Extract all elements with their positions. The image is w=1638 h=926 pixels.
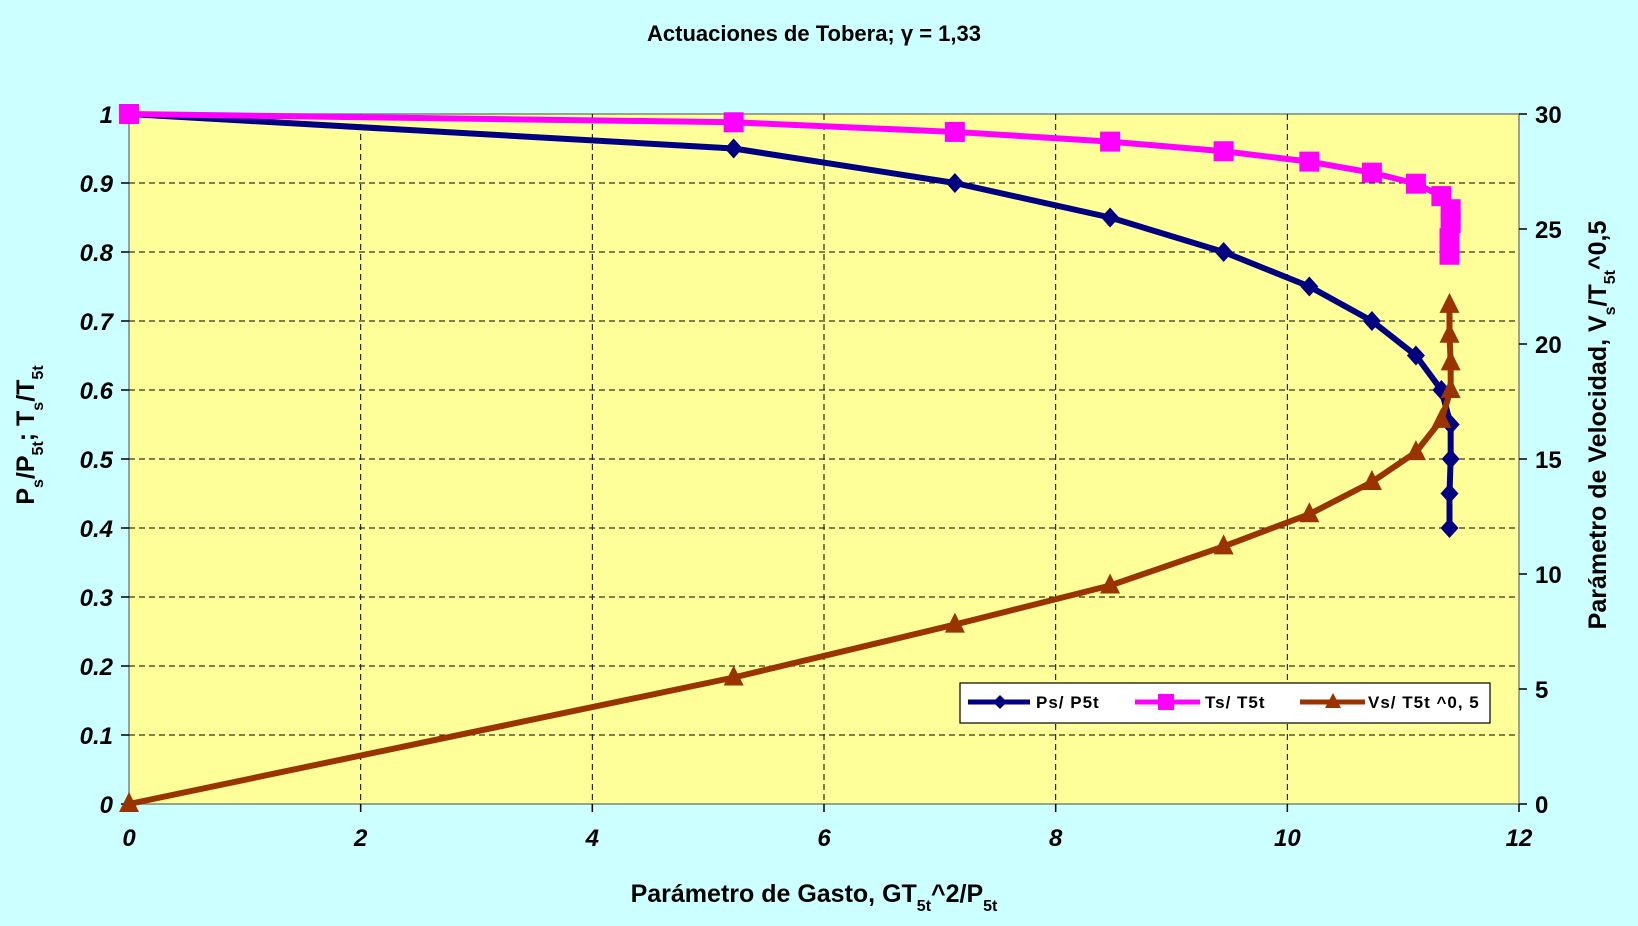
y-axis-label: Ps/P5t; Ts/T5t: [12, 365, 47, 505]
y2-tick-label: 10: [1535, 562, 1562, 589]
data-point-triangle: [1431, 407, 1452, 428]
data-point-triangle: [723, 665, 744, 686]
x-tick-label: 0: [122, 825, 136, 852]
legend: Ps/ P5t Ts/ T5t Vs/ T5t ^0, 5: [959, 682, 1491, 724]
data-point-square: [1439, 244, 1460, 265]
data-point-diamond: [1214, 242, 1233, 262]
x-tick-label: 4: [585, 825, 599, 852]
data-point-diamond: [1441, 449, 1460, 469]
data-point-diamond: [1440, 483, 1459, 504]
y-tick-label: 1: [100, 102, 113, 129]
y2-tick-label: 5: [1535, 677, 1548, 704]
y-tick-label: 0: [100, 792, 114, 819]
data-point-diamond: [1406, 345, 1425, 366]
x-tick-label: 2: [353, 825, 368, 852]
y2-tick-label: 30: [1535, 102, 1562, 129]
data-point-diamond: [945, 173, 964, 193]
legend-label: Vs/ T5t ^0, 5: [1368, 693, 1480, 712]
y-tick-label: 0.2: [80, 654, 114, 681]
y2-tick-label: 0: [1535, 792, 1548, 819]
y-tick-label: 0.4: [80, 516, 113, 543]
legend-entry-ts-t5t: Ts/ T5t: [1135, 693, 1266, 712]
y2-axis-ticks: 0 5 10 15 20 25 30: [1519, 102, 1562, 819]
data-point-triangle: [1361, 470, 1382, 490]
y-tick-label: 0.5: [80, 447, 114, 474]
data-point-square: [1361, 162, 1382, 183]
y2-tick-label: 25: [1535, 217, 1562, 244]
y-tick-label: 0.1: [80, 723, 113, 750]
x-axis-ticks: 0 2 4 6 8 10 12: [122, 804, 1533, 852]
data-point-triangle: [1299, 502, 1320, 523]
data-point-triangle: [1439, 322, 1460, 343]
data-point-diamond: [1300, 276, 1319, 297]
data-point-triangle: [944, 612, 965, 633]
legend-label: Ps/ P5t: [1036, 693, 1100, 712]
data-point-triangle: [1100, 573, 1121, 594]
data-point-square: [944, 121, 965, 142]
x-tick-label: 6: [817, 825, 831, 852]
data-point-triangle: [1439, 292, 1460, 313]
data-point-square: [1299, 151, 1320, 172]
y-tick-label: 0.9: [80, 171, 114, 198]
legend-label: Ts/ T5t: [1205, 693, 1266, 712]
data-point-square: [1440, 213, 1461, 234]
x-tick-label: 10: [1274, 825, 1301, 852]
data-point-triangle: [1440, 378, 1461, 398]
grid-lines: [129, 114, 1519, 804]
x-axis-label: Parámetro de Gasto, GT5t^2/P5t: [631, 880, 998, 915]
data-point-square: [723, 112, 744, 133]
data-point-triangle: [1213, 534, 1234, 555]
chart-title: Actuaciones de Tobera; γ = 1,33: [647, 21, 981, 46]
data-point-diamond: [1101, 207, 1120, 228]
y-tick-label: 0.8: [80, 240, 114, 267]
y2-tick-label: 15: [1535, 447, 1562, 474]
data-point-diamond: [1362, 311, 1381, 331]
x-tick-label: 8: [1049, 825, 1063, 852]
y-tick-label: 0.7: [80, 309, 115, 336]
series-layer: [119, 104, 1461, 812]
y-tick-label: 0.3: [80, 585, 114, 612]
data-point-triangle: [119, 792, 139, 812]
data-point-square: [1439, 228, 1460, 249]
x-tick-label: 12: [1506, 825, 1533, 852]
data-point-triangle: [1405, 440, 1426, 461]
legend-entry-ps-p5t: Ps/ P5t: [968, 693, 1100, 712]
y2-tick-label: 20: [1535, 332, 1562, 359]
data-point-diamond: [724, 138, 743, 159]
y-tick-label: 0.6: [80, 378, 114, 405]
data-point-square: [119, 104, 139, 124]
data-point-triangle: [1440, 350, 1461, 371]
data-point-diamond: [1440, 518, 1459, 538]
y-axis-ticks: 0 0.1 0.2 0.3 0.4 0.5 0.6 0.7 0.8 0.9 1: [80, 102, 129, 819]
data-point-square: [1405, 173, 1426, 194]
data-point-square: [1213, 141, 1234, 162]
y2-axis-label: Parámetro de Velocidad, Vs/T5t^0,5: [1584, 221, 1619, 630]
legend-entry-vs-t5t: Vs/ T5t ^0, 5: [1300, 693, 1480, 712]
data-point-square: [1100, 131, 1121, 152]
